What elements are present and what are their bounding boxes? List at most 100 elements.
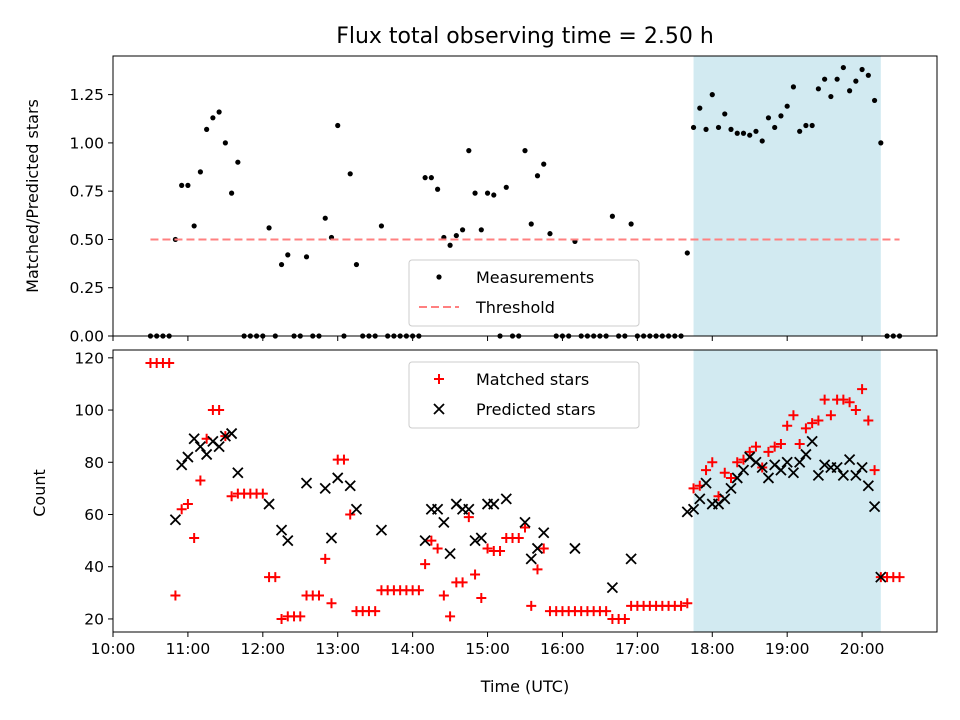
top-legend-box [408,259,640,327]
bottom-matched-stars-point [445,611,456,622]
top-y-tick-label: 0.00 [69,328,104,346]
bottom-predicted-stars-point [263,498,275,510]
bottom-predicted-stars-point [225,427,238,440]
bottom-predicted-stars-point [800,448,812,461]
bottom-predicted-stars-point [194,440,207,453]
bottom-predicted-stars-point [188,433,200,445]
bottom-matched-stars-point [170,590,181,601]
bottom-predicted-stars-point [500,493,512,505]
top-measurements-point [765,115,772,121]
bottom-predicted-stars-point [438,516,450,528]
top-measurements-point [191,223,197,229]
top-measurements-point [229,190,235,196]
bottom-matched-stars-point [538,543,549,554]
top-measurements-point [503,184,509,190]
top-y-tick-label: 1.25 [69,86,104,104]
bottom-matched-stars-point [750,441,761,452]
top-measurements-point [522,148,528,154]
bottom-legend: Matched stars Predicted stars [408,361,640,429]
top-measurements-point [222,140,228,146]
bottom-predicted-stars-point [169,514,182,526]
bottom-matched-stars-point [726,472,736,483]
bottom-matched-stars-point [825,410,836,421]
top-measurements-point [871,97,878,104]
bottom-predicted-stars-point [812,469,825,481]
bottom-matched-stars-point [520,522,530,533]
bottom-matched-stars-point [763,446,774,457]
bottom-predicted-stars-point [525,553,537,565]
top-measurements-point [803,122,809,129]
top-measurements-point [628,221,634,227]
bottom-legend-entry-matched-stars-marker [434,374,444,384]
bottom-predicted-stars-point [275,524,288,536]
bottom-matched-stars-point [438,590,449,601]
bottom-predicted-stars-point [419,534,431,547]
bottom-predicted-stars-point [182,451,194,463]
bottom-matched-stars-point [707,457,718,468]
top-measurements-point [472,190,478,196]
top-measurements-point [179,182,185,188]
top-measurements-point [609,213,615,219]
bottom-matched-stars-point [226,491,237,502]
bottom-x-tick-label: 15:00 [465,640,510,658]
bottom-matched-stars-point [526,600,537,611]
bottom-predicted-stars-point [519,516,531,528]
bottom-matched-stars-point [214,405,225,416]
top-measurements-point [784,103,790,109]
top-measurements-point [422,175,428,181]
bottom-matched-stars-point [844,397,855,408]
top-measurements-point [865,72,871,78]
bottom-predicted-stars-point [843,454,856,466]
top-measurements-point [822,76,828,82]
top-measurements-point [185,182,191,188]
bottom-matched-stars-point [270,572,281,583]
bottom-predicted-stars-point [200,448,213,461]
bottom-matched-stars-point [257,488,268,499]
bottom-predicted-stars-point [332,472,344,484]
bottom-predicted-stars-point [731,472,743,484]
bottom-matched-stars-point [276,613,287,624]
top-measurements-point [690,124,697,131]
bottom-matched-stars-point [426,535,437,546]
top-measurements-point [753,128,759,134]
bottom-matched-stars-point [863,415,874,426]
bottom-predicted-stars-point [850,469,862,481]
bottom-predicted-stars-point [569,542,581,555]
bottom-predicted-stars-point [862,480,874,492]
x-axis-label: Time (UTC) [480,677,569,696]
bottom-predicted-stars-point [762,472,775,484]
top-measurements-point [197,169,203,175]
top-measurements-point [715,124,722,131]
top-measurements-point [853,78,859,84]
bottom-matched-stars-point [182,499,193,510]
top-measurements-point [834,76,840,82]
bottom-matched-stars-point [326,598,337,609]
bottom-legend-entry-predicted-stars-label: Predicted stars [476,400,596,419]
bottom-y-axis-label: Count [30,469,49,517]
top-measurements-point [210,115,216,121]
bottom-predicted-stars-point [375,524,388,536]
top-measurements-point [453,232,459,239]
top-shaded-interval [693,56,881,336]
bottom-predicted-stars-point [475,532,487,544]
bottom-matched-stars-point [532,564,543,575]
top-measurements-point [491,192,497,198]
top-measurements-point [878,140,884,146]
bottom-predicted-stars-point [232,467,244,479]
bottom-matched-stars-point [775,439,786,449]
top-measurements-point [435,186,441,192]
top-measurements-point [703,126,709,132]
bottom-matched-stars-point [463,512,474,523]
top-measurements-point [347,171,353,177]
top-measurements-point [828,93,834,100]
top-measurements-point [204,126,210,132]
bottom-matched-stars-point [370,606,381,617]
top-measurements-point [778,113,784,119]
bottom-predicted-stars-point [219,430,232,442]
bottom-predicted-stars-point [463,503,475,515]
bottom-matched-stars-point [688,483,699,494]
bottom-predicted-stars-point [282,534,294,547]
bottom-panel-plot: 20 40 60 80 100 120 10:00 11:00 12:00 13:00 14:00 1… [74,349,938,658]
bottom-x-tick-label: 18:00 [690,640,735,658]
bottom-predicted-stars-point [806,435,818,448]
